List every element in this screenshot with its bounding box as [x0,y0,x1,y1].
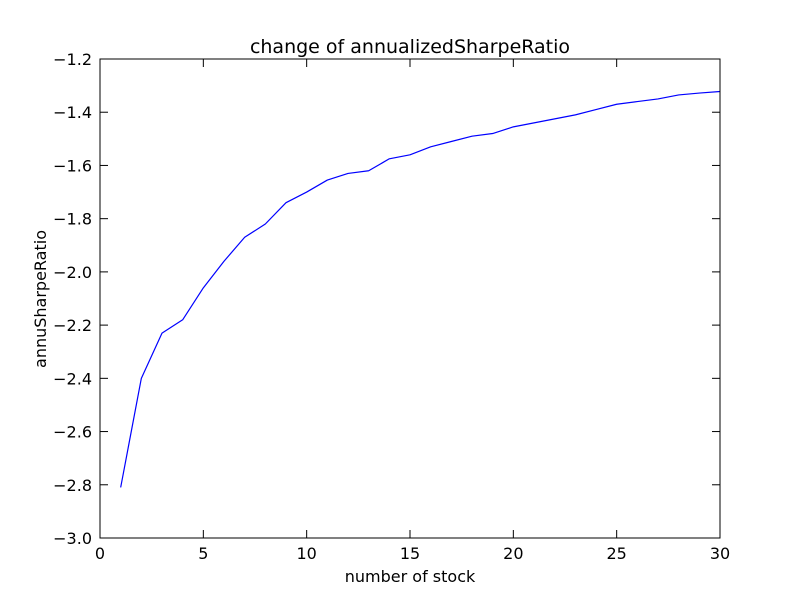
plot-frame [99,58,721,539]
y-tick-label: −1.4 [53,103,92,122]
series-line [120,90,721,488]
y-tick-label: −1.6 [53,156,92,175]
series-layer [120,90,721,488]
y-tick-label: −2.0 [53,263,92,282]
axis-ticks: 0 5 10 15 20 25 30 −3.0 −2.8 −2.6 −2.4 −2.2 −2.0 −1.8… [53,50,730,563]
x-axis-label: number of stock [345,567,476,586]
y-tick-label: −1.8 [53,210,92,229]
y-tick-label: −2.6 [53,423,92,442]
y-tick-label: −2.8 [53,476,92,495]
y-tick-label: −2.2 [53,316,92,335]
x-tick-label: 5 [198,544,208,563]
x-tick-label: 20 [503,544,523,563]
x-tick-label: 30 [710,544,730,563]
y-axis-label: annuSharpeRatio [31,230,50,368]
x-tick-label: 25 [606,544,626,563]
chart-title: change of annualizedSharpeRatio [250,36,570,58]
x-tick-label: 15 [400,544,420,563]
x-tick-label: 10 [296,544,316,563]
y-tick-label: −2.4 [53,369,92,388]
y-tick-label: −1.2 [53,50,92,69]
y-tick-label: −3.0 [53,529,92,548]
x-tick-label: 0 [95,544,105,563]
